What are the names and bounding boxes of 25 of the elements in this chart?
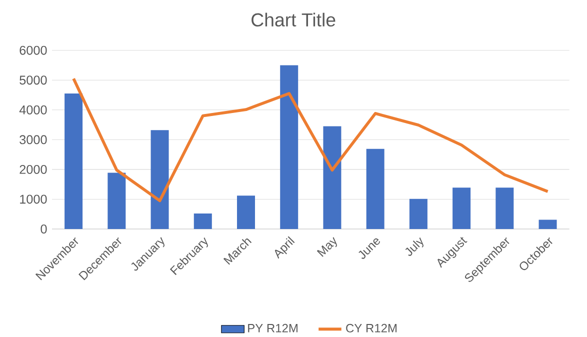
chart-title: Chart Title <box>252 12 336 27</box>
y-tick-label: 2000 <box>20 164 47 174</box>
x-tick-label: May <box>316 237 337 257</box>
legend-label: CY R12M <box>346 324 397 332</box>
bar <box>409 198 428 230</box>
y-tick-label: 4000 <box>19 105 47 114</box>
bar <box>366 148 384 230</box>
y-tick-label: 5000 <box>20 76 47 85</box>
bar <box>452 188 471 230</box>
line-series <box>72 77 550 202</box>
bar <box>538 220 557 230</box>
y-tick-label: 3000 <box>20 135 47 144</box>
legend-label: PY R12M <box>248 324 298 332</box>
x-tick-label: July <box>405 237 424 256</box>
bar <box>108 172 126 230</box>
bar <box>64 94 83 230</box>
bar <box>194 214 212 230</box>
bar <box>280 65 298 230</box>
y-tick-label: 6000 <box>20 46 47 55</box>
bar <box>323 126 342 230</box>
y-tick-label: 0 <box>40 224 47 234</box>
y-tick-label: 1000 <box>20 194 47 204</box>
bar <box>150 130 169 230</box>
bar <box>237 196 255 230</box>
bar <box>496 188 514 230</box>
